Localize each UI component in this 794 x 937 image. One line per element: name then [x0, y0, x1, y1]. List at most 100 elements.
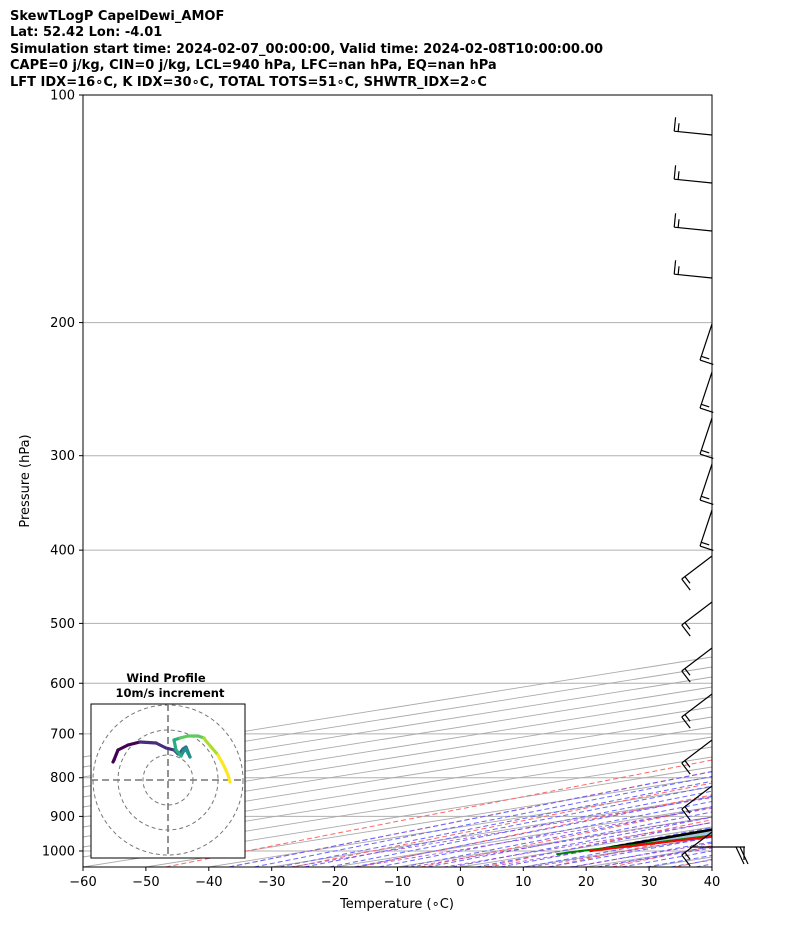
x-tick-label-30: 30 [641, 875, 658, 890]
wind-barb-9 [681, 555, 713, 591]
barb-flag [677, 219, 680, 228]
moist-adiabat--20 [354, 795, 712, 867]
barb-flag [673, 117, 677, 132]
title-times: Simulation start time: 2024-02-07_00:00:… [10, 41, 603, 57]
isotherm-10 [523, 836, 712, 867]
moist-adiabat-44 [745, 95, 794, 867]
isotherm-0 [460, 826, 712, 867]
barb-flag [699, 359, 714, 366]
temperature-profile-line [589, 835, 712, 852]
barb-flag [701, 355, 710, 360]
moist-adiabat-28 [646, 854, 712, 867]
dry-adiabat--20 [356, 794, 712, 867]
dry-adiabat-0 [484, 819, 712, 867]
barb-shaft [674, 226, 713, 232]
barb-flag [684, 576, 691, 584]
wind-barb-15 [681, 831, 713, 867]
barb-shaft [674, 130, 713, 136]
barb-flag [673, 213, 677, 228]
x-tick-label--30: −30 [258, 875, 285, 890]
barb-flag [677, 171, 680, 180]
background-lines [165, 95, 794, 867]
moist-adiabat-36 [695, 863, 712, 867]
isotherm--90 [83, 736, 712, 838]
mixing-ratio-2 [410, 816, 712, 867]
isotherm--160 [83, 666, 712, 768]
mixing-ratio-1 [356, 807, 712, 867]
moist-adiabat--36 [254, 775, 712, 867]
wind-barb-7 [699, 463, 714, 506]
y-tick-label-100: 100 [50, 89, 75, 104]
moist-adiabat-20 [597, 845, 712, 867]
moist-adiabat-8 [524, 831, 712, 867]
x-tick-label--60: −60 [69, 875, 96, 890]
barb-flag [681, 854, 691, 867]
inset-subtitle: 10m/s increment [116, 686, 225, 700]
dewpoint-profile-line [556, 834, 712, 856]
wind-barb-3 [673, 260, 713, 279]
barb-shaft [681, 601, 713, 626]
barb-flag [684, 668, 691, 676]
isotherm-40 [711, 866, 712, 867]
barb-shaft [681, 693, 713, 718]
x-tick-label--50: −50 [132, 875, 159, 890]
isotherm-30 [649, 856, 712, 867]
wind-barb-1 [673, 165, 713, 184]
hodograph-segment-27 [222, 764, 230, 777]
isotherm--110 [83, 716, 712, 818]
barb-flag [673, 260, 677, 275]
isotherm-20 [586, 846, 712, 867]
moist-adiabat-4 [500, 826, 712, 867]
barb-flag-0 [735, 846, 745, 865]
y-axis-label: Pressure (hPa) [18, 434, 33, 527]
barb-flag [681, 808, 691, 821]
moist-adiabat--16 [378, 800, 712, 867]
barb-flag [681, 578, 691, 591]
barb-shaft [699, 509, 713, 547]
barb-shaft [681, 555, 713, 580]
barb-flag [681, 670, 691, 683]
title-station: SkewTLogP CapelDewi_AMOF [10, 9, 225, 24]
y-tick-label-600: 600 [50, 677, 75, 692]
barb-flag [677, 266, 680, 275]
barb-flag [701, 449, 710, 454]
barb-flag [701, 541, 710, 546]
wind-barb-4 [699, 323, 714, 366]
moist-adiabat-12 [548, 836, 712, 867]
dry-adiabat--30 [293, 782, 712, 867]
barb-shaft [699, 417, 713, 455]
isotherm--150 [83, 676, 712, 778]
parcel-profile-line [589, 828, 712, 853]
dry-adiabat-10 [548, 831, 712, 867]
inset-title: Wind Profile [126, 671, 206, 685]
hodograph-segment-4 [138, 740, 158, 745]
mixing-ratio-8 [531, 836, 712, 867]
moist-adiabat--8 [427, 811, 712, 867]
barb-flag [699, 545, 714, 552]
wind-profile-inset: Wind Profile 10m/s increment [90, 671, 246, 859]
dry-adiabat-40 [740, 95, 794, 867]
barb-shaft [681, 739, 713, 764]
wind-barb-10 [681, 601, 713, 637]
y-tick-label-700: 700 [50, 727, 75, 742]
dry-adiabat--50 [165, 759, 712, 867]
moist-adiabat--32 [279, 780, 712, 867]
dry-adiabat-20 [611, 845, 712, 867]
dry-adiabat--10 [420, 806, 712, 867]
y-tick-label-400: 400 [50, 544, 75, 559]
barb-shaft [699, 463, 713, 501]
hodograph-segment-1 [112, 748, 120, 762]
wind-barb-surface [690, 846, 749, 865]
barb-flag [684, 852, 691, 860]
barb-flag [681, 716, 691, 729]
y-tick-label-900: 900 [50, 810, 75, 825]
barb-flag [677, 123, 680, 132]
barb-flag [699, 499, 714, 506]
x-axis-label: Temperature (∘C) [339, 897, 454, 912]
hodograph-segment-26 [216, 753, 226, 768]
wind-barb-12 [681, 693, 713, 729]
wind-barb-5 [699, 371, 714, 414]
hodograph-segment-2 [116, 743, 130, 752]
moist-adiabat-0 [476, 821, 712, 867]
barb-flag [701, 403, 710, 408]
